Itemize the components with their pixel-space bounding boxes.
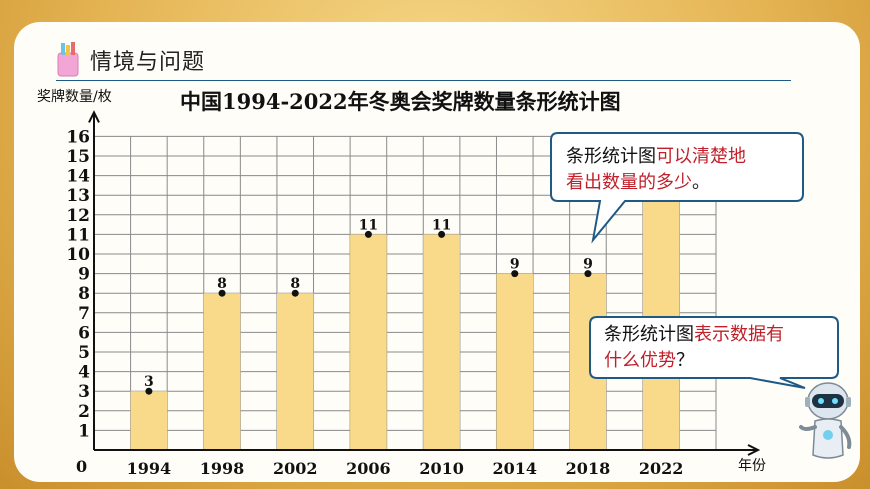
data-point bbox=[511, 270, 519, 278]
speech-bubble-bottom bbox=[589, 316, 839, 389]
y-tick-label: 12 bbox=[66, 206, 90, 226]
y-axis-arrow bbox=[88, 110, 100, 123]
y-tick-label: 10 bbox=[66, 245, 90, 265]
chart-bars bbox=[130, 156, 680, 450]
y-tick-label: 8 bbox=[78, 284, 90, 304]
x-tick-label: 2002 bbox=[273, 459, 318, 478]
bubble-top-text: 条形统计图可以清楚地 看出数量的多少。 bbox=[566, 146, 746, 193]
x-tick-label: 2006 bbox=[346, 459, 391, 478]
bar bbox=[203, 293, 241, 450]
y-tick-label: 13 bbox=[66, 186, 90, 206]
bar bbox=[496, 273, 534, 450]
x-tick-labels: 1994 1998 2002 2006 2010 2014 2018 2022 bbox=[127, 459, 684, 478]
x-axis-label: 年份 bbox=[738, 458, 766, 474]
y-tick-label: 11 bbox=[66, 225, 90, 245]
bar bbox=[130, 391, 168, 450]
x-tick-label: 1994 bbox=[127, 459, 172, 478]
y-tick-label: 5 bbox=[78, 343, 90, 363]
y-tick-label: 3 bbox=[78, 382, 90, 402]
chart-title: 中国1994-2022年冬奥会奖牌数量条形统计图 bbox=[180, 89, 621, 114]
x-tick-label: 2018 bbox=[566, 459, 611, 478]
chart-axes bbox=[88, 110, 761, 456]
y-tick-label: 9 bbox=[78, 265, 90, 285]
data-label: 11 bbox=[359, 217, 378, 233]
data-label: 8 bbox=[217, 276, 227, 292]
y-tick-label: 1 bbox=[78, 421, 90, 441]
robot-icon bbox=[799, 382, 852, 459]
y-tick-label: 6 bbox=[78, 323, 90, 343]
data-label: 8 bbox=[290, 276, 300, 292]
bar bbox=[642, 156, 680, 450]
data-point bbox=[438, 230, 446, 238]
section-title: 情境与问题 bbox=[90, 50, 206, 75]
y-tick-label: 7 bbox=[78, 304, 90, 324]
data-labels: 3 8 8 11 11 9 9 bbox=[144, 217, 593, 395]
y-tick-label: 2 bbox=[78, 402, 90, 422]
bar bbox=[276, 293, 314, 450]
x-tick-label: 2022 bbox=[639, 459, 684, 478]
data-point bbox=[364, 230, 372, 238]
data-label: 9 bbox=[583, 257, 593, 273]
origin-label: 0 bbox=[76, 457, 87, 476]
y-tick-label: 4 bbox=[78, 363, 90, 383]
x-tick-label: 2014 bbox=[492, 459, 537, 478]
speech-bubble-top bbox=[550, 132, 804, 244]
bar bbox=[423, 234, 460, 450]
data-point bbox=[218, 289, 226, 297]
bubble-bottom-text: 条形统计图表示数据有 什么优势？ bbox=[604, 324, 784, 371]
title-divider bbox=[56, 80, 791, 81]
y-tick-label: 14 bbox=[66, 167, 90, 187]
data-point bbox=[291, 289, 299, 297]
data-label: 9 bbox=[510, 257, 520, 273]
y-tick-label: 15 bbox=[66, 147, 90, 167]
x-axis-arrow bbox=[747, 444, 761, 456]
x-tick-label: 1998 bbox=[200, 459, 245, 478]
y-axis-label: 奖牌数量/枚 bbox=[37, 88, 112, 105]
data-label: 3 bbox=[144, 374, 154, 390]
bar bbox=[350, 234, 387, 450]
data-point bbox=[145, 387, 153, 395]
x-tick-label: 2010 bbox=[419, 459, 464, 478]
pencil-cup-icon bbox=[57, 42, 79, 77]
data-label: 11 bbox=[432, 217, 451, 233]
data-point bbox=[584, 270, 592, 278]
y-tick-label: 16 bbox=[66, 127, 90, 147]
